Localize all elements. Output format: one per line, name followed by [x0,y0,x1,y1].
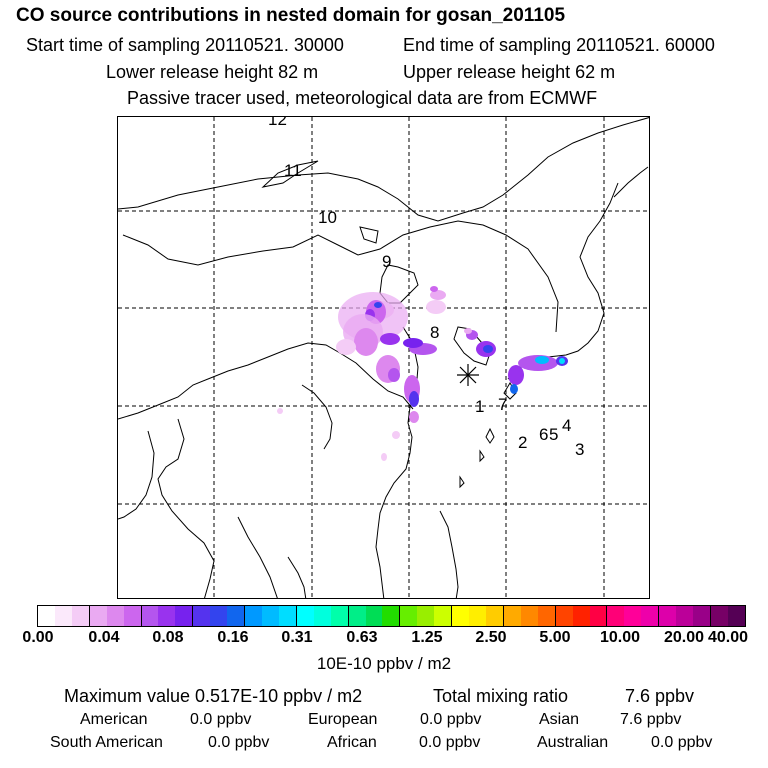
colorbar-tick: 1.25 [411,629,443,646]
traj-label-2: 2 [518,433,527,452]
colorbar-segment [503,606,521,626]
traj-label-6: 6 [539,425,548,444]
colorbar-segment [106,606,124,626]
colorbar-segment [676,606,694,626]
region-american-value: 0.0 ppbv [190,711,252,728]
colorbar-tick: 2.50 [475,629,507,646]
traj-label-10: 10 [318,208,337,227]
traj-label-7: 7 [498,395,507,414]
colorbar-tick: 0.63 [346,629,378,646]
colorbar-segment [348,606,366,626]
colorbar-tick: 0.00 [22,629,54,646]
colorbar-tick: 40.00 [707,629,749,646]
colorbar-segment [227,606,246,626]
colorbar-segment [278,606,297,626]
traj-label-11: 11 [284,161,302,180]
colorbar [37,605,746,627]
region-south-american-value: 0.0 ppbv [208,734,270,751]
region-european-name: European [308,711,378,728]
colorbar-tick: 0.04 [88,629,120,646]
colorbar-segment [89,606,107,626]
traj-label-4: 4 [562,416,571,435]
traj-label-9: 9 [382,252,391,271]
region-south-american-name: South American [50,734,163,751]
region-european-value: 0.0 ppbv [420,711,482,728]
traj-label-1: 1 [475,397,484,416]
colorbar-segment [382,606,401,626]
colorbar-segment [330,606,349,626]
lower-release-label: Lower release height 82 m [106,62,319,82]
colorbar-unit: 10E-10 ppbv / m2 [316,654,452,673]
colorbar-segment [469,606,486,626]
region-american-name: American [80,711,148,728]
maximum-value: Maximum value 0.517E-10 ppbv / m2 [64,686,363,706]
colorbar-segment [693,606,711,626]
colorbar-segment [434,606,453,626]
colorbar-segment [452,606,470,626]
colorbar-segment [365,606,383,626]
map-title: CO source contributions in nested domain… [16,5,566,26]
map-panel: 12 11 10 9 8 7 1 2 6 5 4 3 [117,116,650,599]
colorbar-segment [659,606,677,626]
colorbar-segment [141,606,159,626]
traj-label-5: 5 [549,425,558,444]
region-african-value: 0.0 ppbv [419,734,481,751]
region-african-name: African [327,734,377,751]
colorbar-segment [38,606,55,626]
colorbar-segment [520,606,538,626]
colorbar-segment [158,606,176,626]
traj-label-3: 3 [575,440,584,459]
colorbar-segment [313,606,331,626]
traj-label-12: 12 [268,117,287,129]
colorbar-tick: 10.00 [599,629,641,646]
total-mixing-value: 7.6 ppbv [625,686,695,706]
colorbar-segment [485,606,504,626]
colorbar-tick: 0.08 [152,629,184,646]
region-asian-name: Asian [539,711,580,728]
colorbar-segment [296,606,314,626]
colorbar-segment [123,606,142,626]
colorbar-segment [572,606,590,626]
colorbar-segment [193,606,211,626]
colorbar-tick: 5.00 [539,629,571,646]
colorbar-segment [417,606,435,626]
total-mixing-label: Total mixing ratio [433,686,569,706]
colorbar-segment [245,606,262,626]
colorbar-segment [607,606,625,626]
colorbar-tick: 20.00 [663,629,705,646]
upper-release-label: Upper release height 62 m [403,62,616,82]
colorbar-segment [54,606,72,626]
start-time-label: Start time of sampling 20110521. 30000 [26,35,344,55]
colorbar-segment [400,606,418,626]
colorbar-segment [555,606,573,626]
colorbar-segment [624,606,642,626]
colorbar-segment [710,606,728,626]
colorbar-tick: 0.31 [281,629,313,646]
colorbar-segment [71,606,90,626]
lat-lon-grid [118,117,649,598]
colorbar-segment [727,606,745,626]
traj-label-8: 8 [430,323,439,342]
colorbar-segment [261,606,279,626]
region-australian-name: Australian [537,734,609,751]
colorbar-tick: 0.16 [217,629,249,646]
region-australian-value: 0.0 ppbv [651,734,713,751]
colorbar-segment [537,606,556,626]
colorbar-segment [641,606,660,626]
end-time-label: End time of sampling 20110521. 60000 [403,35,715,55]
colorbar-segment [589,606,608,626]
map-canvas: 12 11 10 9 8 7 1 2 6 5 4 3 [118,117,649,598]
region-asian-value: 7.6 ppbv [620,711,682,728]
colorbar-segment [210,606,228,626]
colorbar-segment [175,606,194,626]
receptor-asterisk-icon [457,364,479,386]
concentration-plume [277,286,568,461]
tracer-info-line: Passive tracer used, meteorological data… [127,88,598,108]
